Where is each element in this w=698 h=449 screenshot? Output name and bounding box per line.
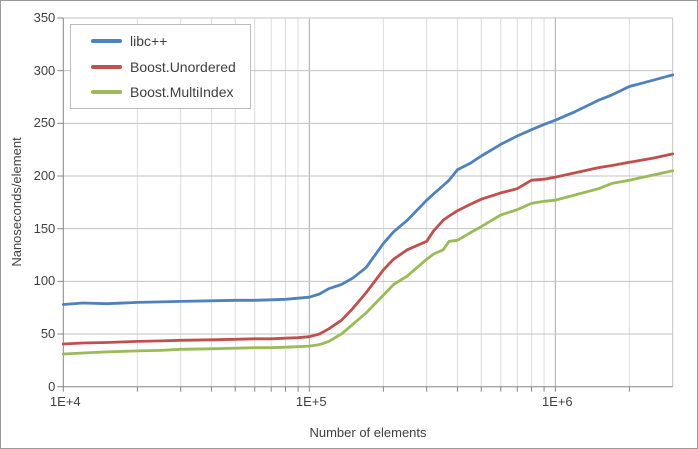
y-tick-label-300: 300 bbox=[33, 62, 56, 78]
y-tick-label-200: 200 bbox=[33, 168, 56, 183]
legend-item-boost-multiindex: Boost.MultiIndex bbox=[71, 79, 250, 105]
legend-line-swatch-libcpp bbox=[91, 38, 122, 43]
legend: libc++ Boost.Unordered Boost.MultiIndex bbox=[70, 24, 251, 109]
legend-line-swatch-boost-unordered bbox=[91, 64, 122, 69]
y-tick-label-50: 50 bbox=[40, 326, 56, 342]
x-axis-title: Number of elements bbox=[309, 425, 427, 440]
y-axis-title: Nanoseconds/element bbox=[9, 137, 24, 267]
legend-label-boost-unordered: Boost.Unordered bbox=[130, 58, 236, 75]
y-tick-label-150: 150 bbox=[33, 220, 56, 236]
legend-line-swatch-boost-multiindex bbox=[91, 90, 122, 95]
y-tick-label-100: 100 bbox=[33, 273, 56, 289]
legend-item-libcpp: libc++ bbox=[71, 28, 250, 54]
x-tick-label-1E+5: 1E+5 bbox=[295, 393, 327, 409]
legend-item-boost-unordered: Boost.Unordered bbox=[71, 54, 250, 80]
legend-label-libcpp: libc++ bbox=[130, 32, 168, 49]
series-line-boost-multiindex bbox=[61, 169, 675, 356]
y-tick-label-0: 0 bbox=[48, 378, 56, 394]
series-line-boost-unordered bbox=[61, 152, 675, 346]
x-tick-label-1E+4: 1E+4 bbox=[49, 393, 81, 409]
legend-label-boost-multiindex: Boost.MultiIndex bbox=[130, 84, 234, 101]
x-tick-label-1E+6: 1E+6 bbox=[541, 393, 573, 409]
series-line-libc- bbox=[61, 73, 675, 306]
y-tick-label-350: 350 bbox=[33, 10, 56, 25]
y-tick-label-250: 250 bbox=[33, 115, 56, 131]
